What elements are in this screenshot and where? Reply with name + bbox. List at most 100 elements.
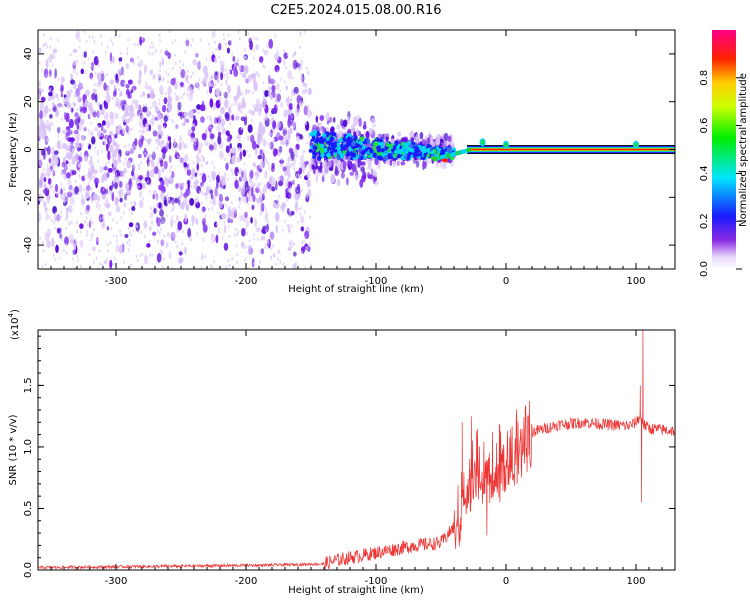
spectrogram-cell bbox=[300, 96, 303, 100]
spectrogram-cell bbox=[276, 49, 280, 59]
spectrogram-cell bbox=[85, 233, 88, 237]
spectrogram-cell bbox=[349, 171, 355, 176]
spectrogram-x-ticks: -300 -200 -100 0 100 bbox=[50, 30, 676, 287]
spectrogram-cell bbox=[193, 181, 196, 185]
spectrogram-cell bbox=[182, 258, 184, 262]
spectrogram-cell bbox=[258, 121, 263, 127]
spectrogram-cell bbox=[307, 104, 310, 108]
spectrogram-cell bbox=[167, 73, 169, 77]
spectrogram-cell bbox=[274, 92, 277, 96]
spectrogram-cell bbox=[278, 145, 283, 153]
spectrogram-cell bbox=[63, 187, 65, 191]
spectrogram-cell bbox=[404, 143, 409, 148]
spectrogram-cell bbox=[338, 138, 343, 143]
spectrogram-cell bbox=[286, 172, 288, 176]
spectrogram-cell bbox=[216, 174, 220, 184]
spectrogram-cell bbox=[93, 260, 95, 264]
snr-multiplier: (x104) bbox=[7, 309, 21, 340]
spectrogram-cell bbox=[139, 129, 141, 133]
spectrogram-cell bbox=[163, 143, 166, 147]
spectrogram-cell bbox=[120, 105, 122, 109]
spectrogram-cell bbox=[409, 143, 413, 148]
spectrogram-cell bbox=[217, 135, 222, 145]
spectrogram-cell bbox=[187, 227, 192, 238]
spectrogram-cell bbox=[109, 259, 113, 269]
spectrogram-cell bbox=[103, 166, 108, 171]
spectrogram-cell bbox=[228, 234, 231, 238]
spectrogram-cell bbox=[367, 165, 372, 171]
spectrogram-cell bbox=[154, 194, 159, 200]
spectrogram-cell bbox=[172, 120, 174, 124]
spectrogram-cell bbox=[372, 152, 377, 158]
spectrogram-cell bbox=[283, 59, 286, 63]
spectrogram-cell bbox=[59, 187, 62, 191]
spectrogram-cell bbox=[253, 49, 256, 53]
spectrogram-cell bbox=[183, 111, 188, 117]
spectrogram-cell bbox=[149, 253, 151, 257]
spectrogram-cell bbox=[220, 71, 224, 81]
colorbar-tick-label: 0.2 bbox=[699, 213, 710, 229]
spectrogram-cell bbox=[38, 158, 43, 168]
spectrogram-cell bbox=[359, 179, 364, 188]
spectrogram-cell bbox=[45, 211, 49, 221]
spectrogram-cell bbox=[271, 182, 273, 186]
spectrogram-cell bbox=[238, 197, 241, 202]
spectrogram-cell bbox=[145, 124, 147, 128]
spectrogram-cell bbox=[110, 81, 112, 85]
spectrogram-x-tick-label: -100 bbox=[365, 276, 388, 287]
spectrogram-cell bbox=[128, 231, 131, 235]
spectrogram-cell bbox=[60, 210, 62, 214]
spectrogram-cell bbox=[148, 239, 150, 243]
spectrogram-cell bbox=[65, 226, 67, 230]
spectrogram-y-tick-label: 40 bbox=[23, 48, 34, 61]
spectrogram-cell bbox=[45, 59, 49, 69]
spectrogram-cell bbox=[106, 112, 108, 116]
spectrogram-cell bbox=[247, 244, 252, 250]
spectrogram-cell bbox=[295, 209, 298, 213]
spectrogram-cell bbox=[218, 171, 220, 175]
spectrogram-cell bbox=[44, 234, 50, 242]
spectrogram-cell bbox=[46, 240, 51, 249]
spectrogram-cell bbox=[246, 89, 251, 94]
spectrogram-cell bbox=[78, 45, 81, 49]
spectrogram-cell bbox=[216, 125, 221, 132]
spectrogram-cell bbox=[225, 145, 230, 153]
spectrogram-cell bbox=[304, 30, 306, 34]
spectrogram-cell bbox=[62, 172, 64, 176]
spectrogram-cell bbox=[77, 192, 79, 196]
spectrogram-cell bbox=[255, 165, 258, 169]
spectrogram-cell bbox=[259, 149, 263, 156]
spectrogram-cell bbox=[334, 165, 339, 176]
spectrogram-cell bbox=[272, 252, 276, 258]
spectrogram-cell bbox=[265, 243, 267, 247]
spectrogram-cell bbox=[309, 216, 311, 220]
spectrogram-cell bbox=[128, 248, 130, 252]
spectrogram-cell bbox=[192, 90, 194, 94]
spectrogram-cell bbox=[73, 146, 76, 150]
spectrogram-cell bbox=[74, 83, 77, 87]
spectrogram-cell bbox=[69, 239, 75, 244]
spectrogram-cell bbox=[88, 167, 90, 171]
spectrogram-cell bbox=[235, 115, 240, 121]
spectrogram-cell bbox=[190, 75, 192, 79]
spectrogram-cell bbox=[74, 143, 77, 147]
spectrogram-cell bbox=[74, 112, 79, 119]
spectrogram-cell bbox=[79, 230, 82, 234]
spectrogram-cell bbox=[223, 220, 226, 224]
spectrogram-cell bbox=[92, 111, 98, 118]
spectrogram-cell bbox=[204, 221, 207, 225]
spectrogram-cell bbox=[158, 184, 162, 191]
spectrogram-cell bbox=[387, 153, 392, 159]
spectrogram-cell bbox=[57, 191, 60, 195]
spectrogram-cell bbox=[155, 139, 158, 143]
spectrogram-cell bbox=[270, 247, 273, 251]
spectrogram-cell bbox=[160, 144, 162, 148]
spectrogram-cell bbox=[99, 104, 103, 111]
spectrogram-cell bbox=[72, 257, 74, 261]
spectrogram-cell bbox=[277, 218, 280, 222]
spectrogram-cell bbox=[103, 140, 106, 144]
spectrogram-cell bbox=[287, 114, 291, 124]
spectrogram-cell bbox=[430, 149, 435, 155]
spectrogram-cell bbox=[66, 102, 72, 109]
spectrogram-cell bbox=[70, 53, 72, 57]
